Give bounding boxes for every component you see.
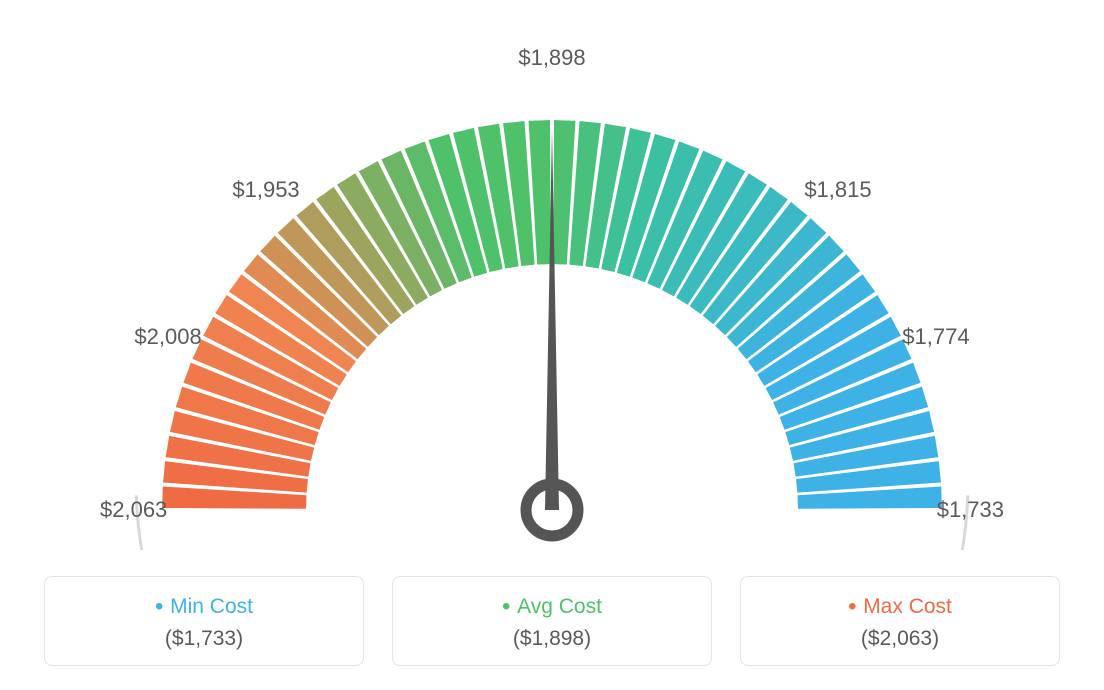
gauge-tick-label: $1,733 — [937, 497, 1004, 523]
legend-card: Max Cost ($2,063) — [740, 576, 1060, 666]
legend-value: ($2,063) — [751, 627, 1049, 651]
legend-card: Min Cost ($1,733) — [44, 576, 364, 666]
legend-label: Max Cost — [751, 593, 1049, 621]
gauge-tick-label: $1,898 — [518, 45, 585, 71]
gauge-tick-label: $1,953 — [232, 177, 299, 203]
legend-value: ($1,733) — [55, 627, 353, 651]
legend-label: Min Cost — [55, 593, 353, 621]
legend-card: Avg Cost ($1,898) — [392, 576, 712, 666]
gauge-tick-label: $2,063 — [100, 497, 167, 523]
legend-value: ($1,898) — [403, 627, 701, 651]
legend-label: Avg Cost — [403, 593, 701, 621]
gauge-svg — [52, 30, 1052, 550]
gauge-tick-label: $2,008 — [134, 324, 201, 350]
gauge-chart: $1,733 $1,774 $1,815 $1,898 $1,953 $2,008 $2,0… — [52, 30, 1052, 550]
legend-row: Min Cost ($1,733) Avg Cost ($1,898) Max Cost… — [44, 576, 1060, 666]
gauge-tick-label: $1,815 — [804, 177, 871, 203]
gauge-tick-label: $1,774 — [902, 324, 969, 350]
